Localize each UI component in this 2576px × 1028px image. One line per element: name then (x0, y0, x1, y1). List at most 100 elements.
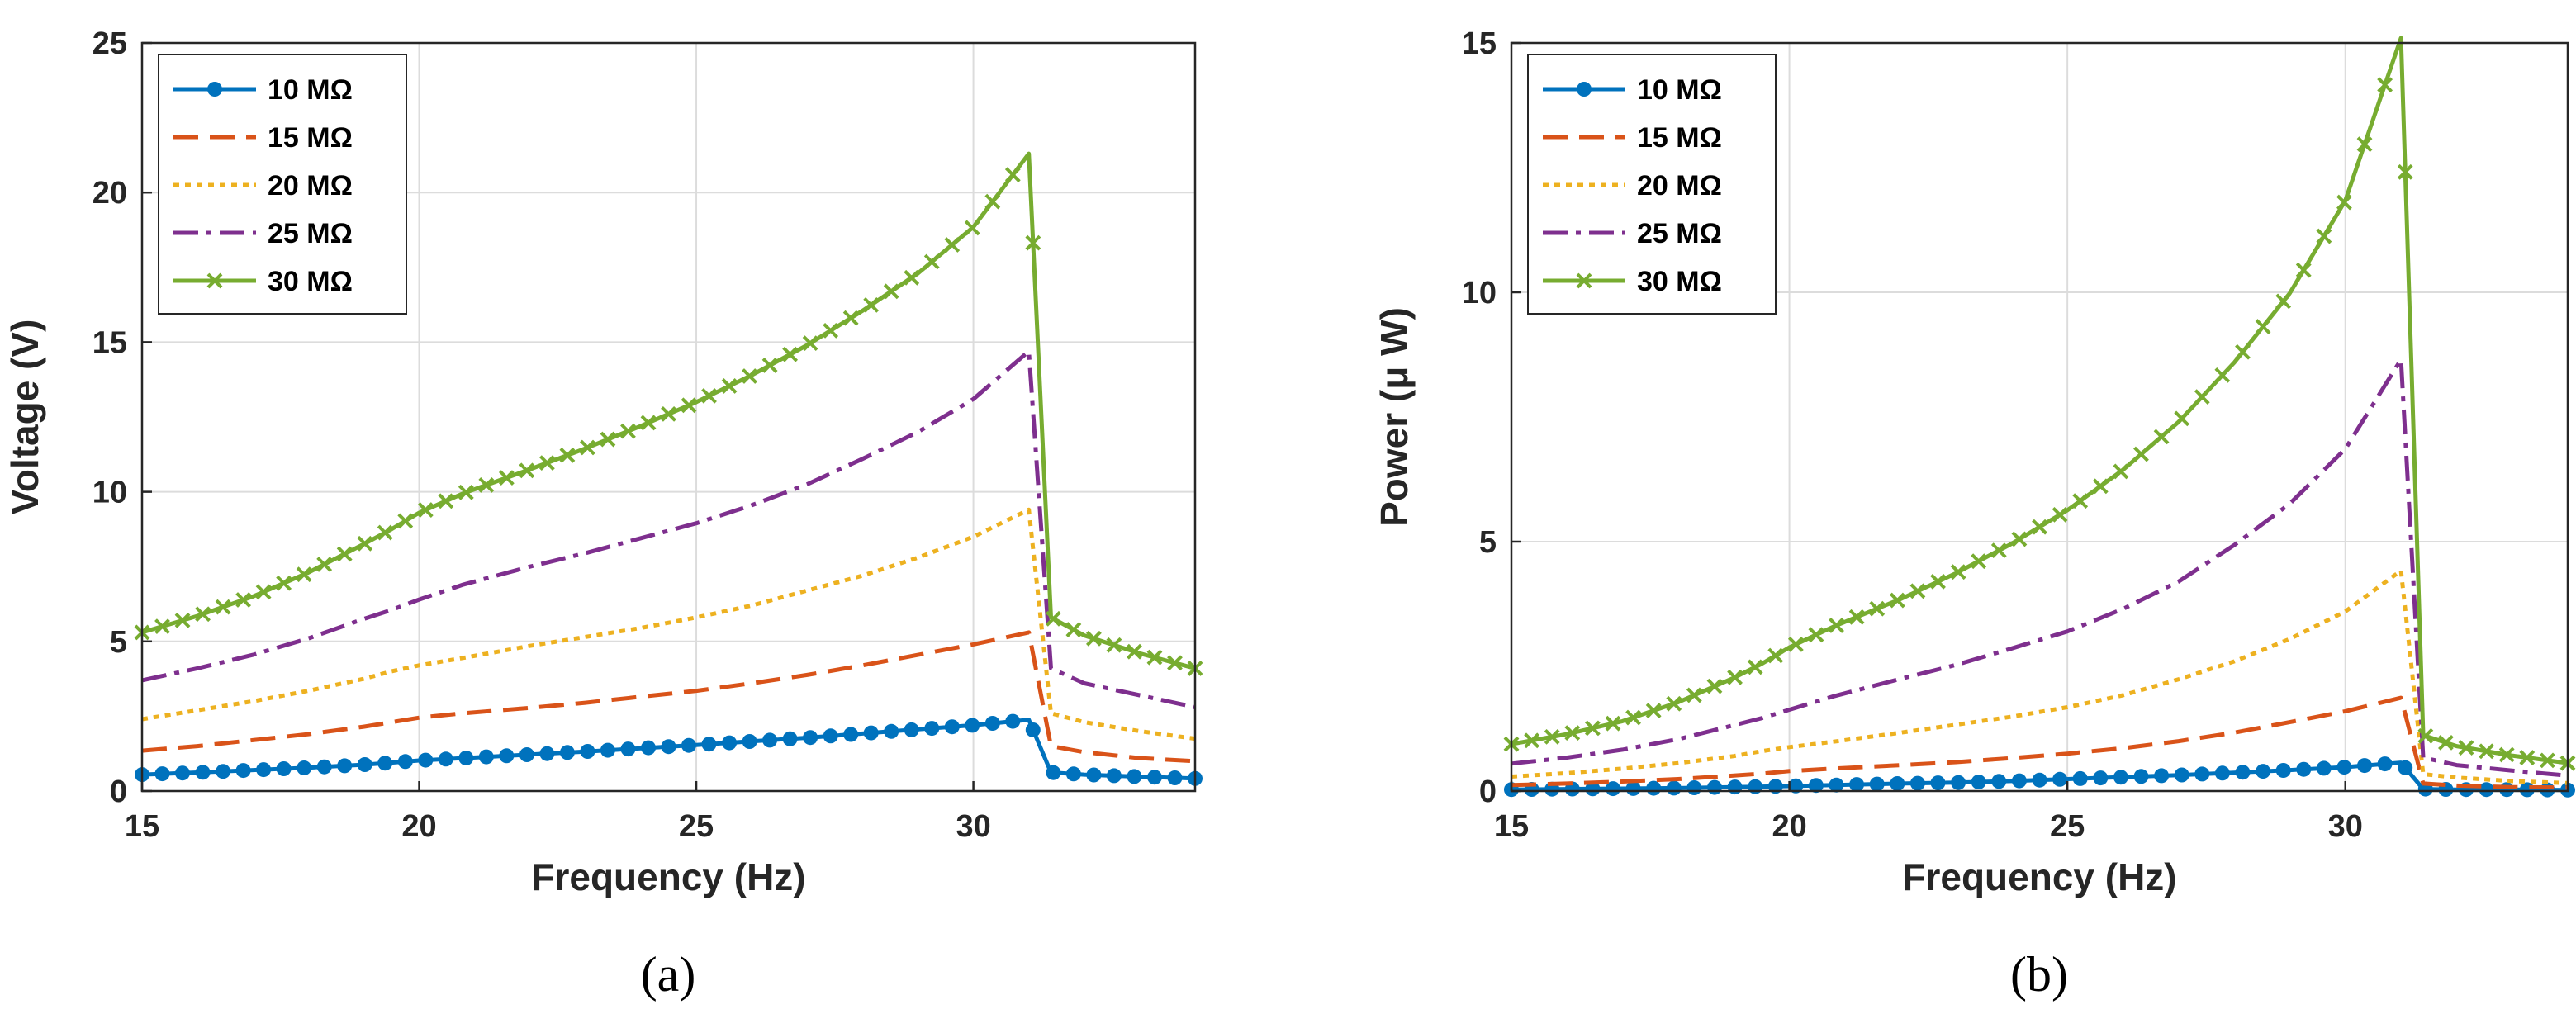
data-point (681, 737, 696, 753)
data-point (1727, 669, 1743, 685)
data-point (2336, 194, 2352, 211)
data-point (2519, 750, 2536, 765)
legend-entry: 25 MΩ (1543, 218, 1722, 249)
data-point (2398, 760, 2413, 775)
legend-marker (1577, 82, 1592, 97)
data-point (1004, 167, 1021, 183)
legend-marker (1576, 272, 1592, 289)
series-10mohm-a (135, 713, 1203, 786)
series-line (1511, 568, 2569, 785)
legend-marker (206, 272, 223, 289)
legend-entry: 30 MΩ (1543, 266, 1722, 297)
data-point (2133, 769, 2149, 784)
data-point (1950, 564, 1966, 580)
data-point (1584, 720, 1601, 737)
x-axis-label: Frequency (Hz) (1902, 855, 2176, 898)
data-point (215, 599, 231, 615)
legend: 10 MΩ 15 MΩ 20 MΩ 25 MΩ 30 MΩ (1527, 54, 1777, 315)
data-point (1645, 703, 1662, 719)
data-point (1909, 775, 1925, 791)
chart-panel-a: 15 20 25 30 0 5 10 15 20 25 Frequency (Hz) Voltage … (3, 26, 1203, 1002)
y-tick-label: 5 (110, 625, 127, 660)
data-point (1909, 583, 1926, 599)
data-point (803, 730, 818, 746)
data-point (924, 721, 940, 737)
series-25mohm-a (141, 348, 1196, 709)
x-tick-label: 15 (125, 809, 159, 844)
series-line (141, 348, 1196, 709)
data-point (2357, 758, 2372, 774)
legend-label: 10 MΩ (1637, 74, 1722, 106)
data-point (2275, 293, 2292, 310)
data-point (559, 745, 575, 760)
data-point (2194, 389, 2210, 405)
data-point (1747, 659, 1763, 675)
data-point (175, 765, 190, 781)
x-tick-label: 15 (1494, 809, 1529, 844)
data-point (256, 762, 272, 778)
legend-label: 20 MΩ (1637, 170, 1722, 201)
x-tick-label: 25 (2050, 809, 2085, 844)
data-point (397, 754, 413, 770)
series-15mohm-b (1511, 695, 2569, 790)
data-point (235, 763, 251, 779)
data-point (661, 739, 676, 755)
data-point (1889, 592, 1905, 609)
data-point (478, 749, 494, 765)
data-point (742, 734, 757, 749)
data-point (580, 439, 595, 456)
series-15mohm-a (141, 630, 1196, 764)
x-tick-label: 25 (679, 809, 714, 844)
y-tick-label: 5 (1479, 525, 1497, 560)
x-tick-label: 30 (2328, 809, 2363, 844)
data-point (984, 193, 1001, 210)
data-point (559, 447, 576, 463)
data-point (2316, 228, 2332, 244)
data-point (195, 606, 211, 623)
data-point (2296, 761, 2312, 777)
series-line (141, 507, 1196, 741)
data-point (1025, 722, 1041, 737)
data-point (1147, 770, 1162, 785)
series-20mohm-a (141, 507, 1196, 741)
data-point (580, 744, 595, 759)
data-point (2092, 478, 2109, 495)
data-point (923, 253, 940, 270)
y-axis-label: Power (μ W) (1373, 307, 1416, 527)
data-point (1727, 779, 1743, 795)
data-point (154, 618, 170, 635)
data-point (2214, 765, 2230, 781)
data-point (863, 725, 879, 741)
y-tick-label: 10 (1462, 276, 1497, 310)
data-point (438, 493, 454, 509)
data-point (944, 719, 960, 735)
data-point (1930, 573, 1946, 590)
data-point (2113, 463, 2129, 480)
data-point (701, 387, 717, 404)
data-point (2356, 136, 2373, 153)
data-point (397, 513, 414, 529)
data-point (600, 431, 616, 448)
data-point (1686, 687, 1702, 703)
data-point (2498, 746, 2515, 763)
data-point (1808, 627, 1824, 643)
data-point (2397, 163, 2413, 180)
data-point (458, 484, 474, 500)
data-point (1829, 777, 1844, 793)
data-point (538, 455, 555, 471)
data-point (377, 756, 393, 771)
data-point (1971, 775, 1986, 789)
data-point (1146, 649, 1163, 666)
data-point (519, 747, 534, 762)
data-point (1605, 715, 1621, 732)
data-point (965, 718, 980, 733)
data-point (1707, 779, 1722, 795)
data-point (1045, 610, 1061, 627)
data-point (417, 502, 434, 518)
series-line (141, 630, 1196, 764)
data-point (721, 378, 738, 394)
data-point (742, 368, 757, 384)
y-tick-label: 15 (93, 325, 127, 360)
legend-label: 15 MΩ (268, 122, 353, 154)
data-point (944, 237, 961, 253)
